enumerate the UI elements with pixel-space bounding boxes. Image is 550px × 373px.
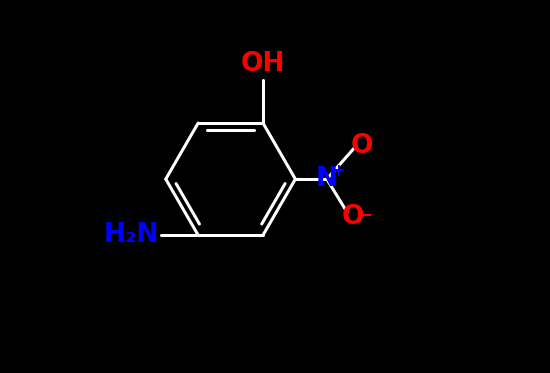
Text: O: O <box>342 204 364 230</box>
Text: H₂N: H₂N <box>103 222 159 248</box>
Text: O: O <box>351 133 373 159</box>
Text: +: + <box>332 162 345 180</box>
Text: OH: OH <box>241 51 285 78</box>
Text: −: − <box>358 205 372 223</box>
Text: N: N <box>316 166 338 192</box>
